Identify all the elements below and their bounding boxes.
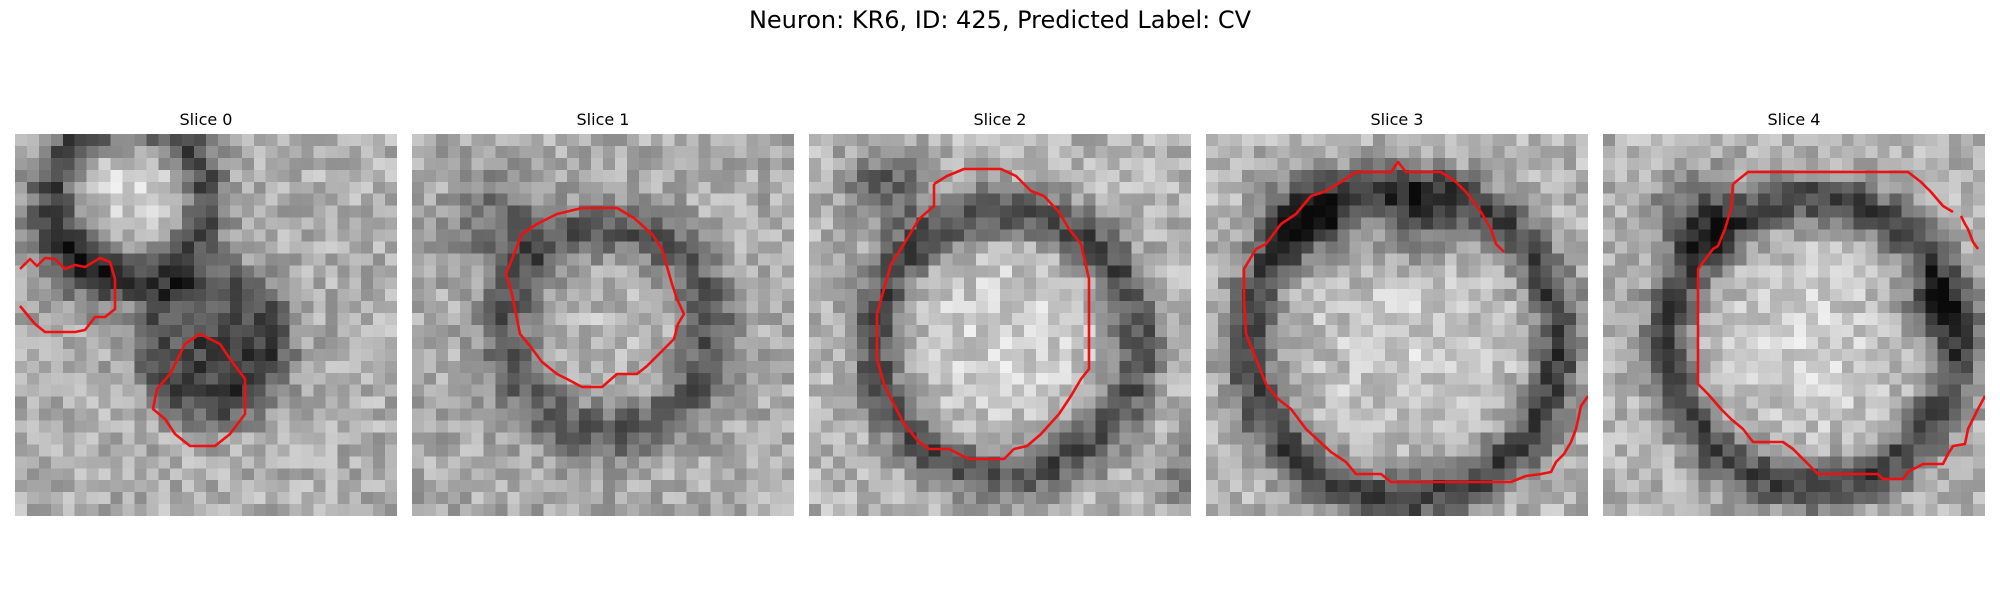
grayscale-image bbox=[809, 134, 1191, 516]
grayscale-image bbox=[1206, 134, 1588, 516]
contour-line bbox=[1323, 160, 1505, 253]
slice-panel-4: Slice 4 bbox=[1603, 108, 1985, 518]
slice-title: Slice 4 bbox=[1767, 110, 1821, 129]
image-pixels bbox=[1603, 134, 1985, 516]
contour-line bbox=[19, 256, 117, 334]
image-pixels bbox=[412, 134, 794, 516]
slice-title: Slice 2 bbox=[973, 110, 1027, 129]
contour-line bbox=[1959, 215, 1980, 250]
contour-line bbox=[875, 167, 1091, 461]
slice-title: Slice 3 bbox=[1370, 110, 1424, 129]
contour-line bbox=[151, 332, 247, 448]
segmentation-overlay bbox=[1242, 160, 1588, 484]
image-pixels bbox=[1206, 134, 1588, 516]
slice-title: Slice 1 bbox=[576, 110, 630, 129]
segmentation-overlay bbox=[504, 206, 686, 389]
segmentation-overlay bbox=[875, 167, 1091, 461]
slice-panel-0: Slice 0 bbox=[15, 108, 397, 518]
image-pixels bbox=[15, 134, 397, 516]
slice-panel-2: Slice 2 bbox=[809, 108, 1191, 518]
figure-title: Neuron: KR6, ID: 425, Predicted Label: C… bbox=[748, 6, 1252, 34]
contour-line bbox=[504, 206, 686, 389]
contour-line bbox=[1696, 183, 1985, 481]
grayscale-image bbox=[15, 134, 397, 516]
slice-panel-1: Slice 1 bbox=[412, 108, 794, 518]
grayscale-image bbox=[1603, 134, 1985, 516]
segmentation-overlay bbox=[19, 256, 247, 448]
image-pixels bbox=[809, 134, 1191, 516]
grayscale-image bbox=[412, 134, 794, 516]
contour-line bbox=[1732, 170, 1954, 214]
segmentation-overlay bbox=[1696, 170, 1985, 481]
contour-line bbox=[1242, 190, 1588, 484]
slice-panel-3: Slice 3 bbox=[1206, 108, 1588, 518]
slice-title: Slice 0 bbox=[179, 110, 233, 129]
